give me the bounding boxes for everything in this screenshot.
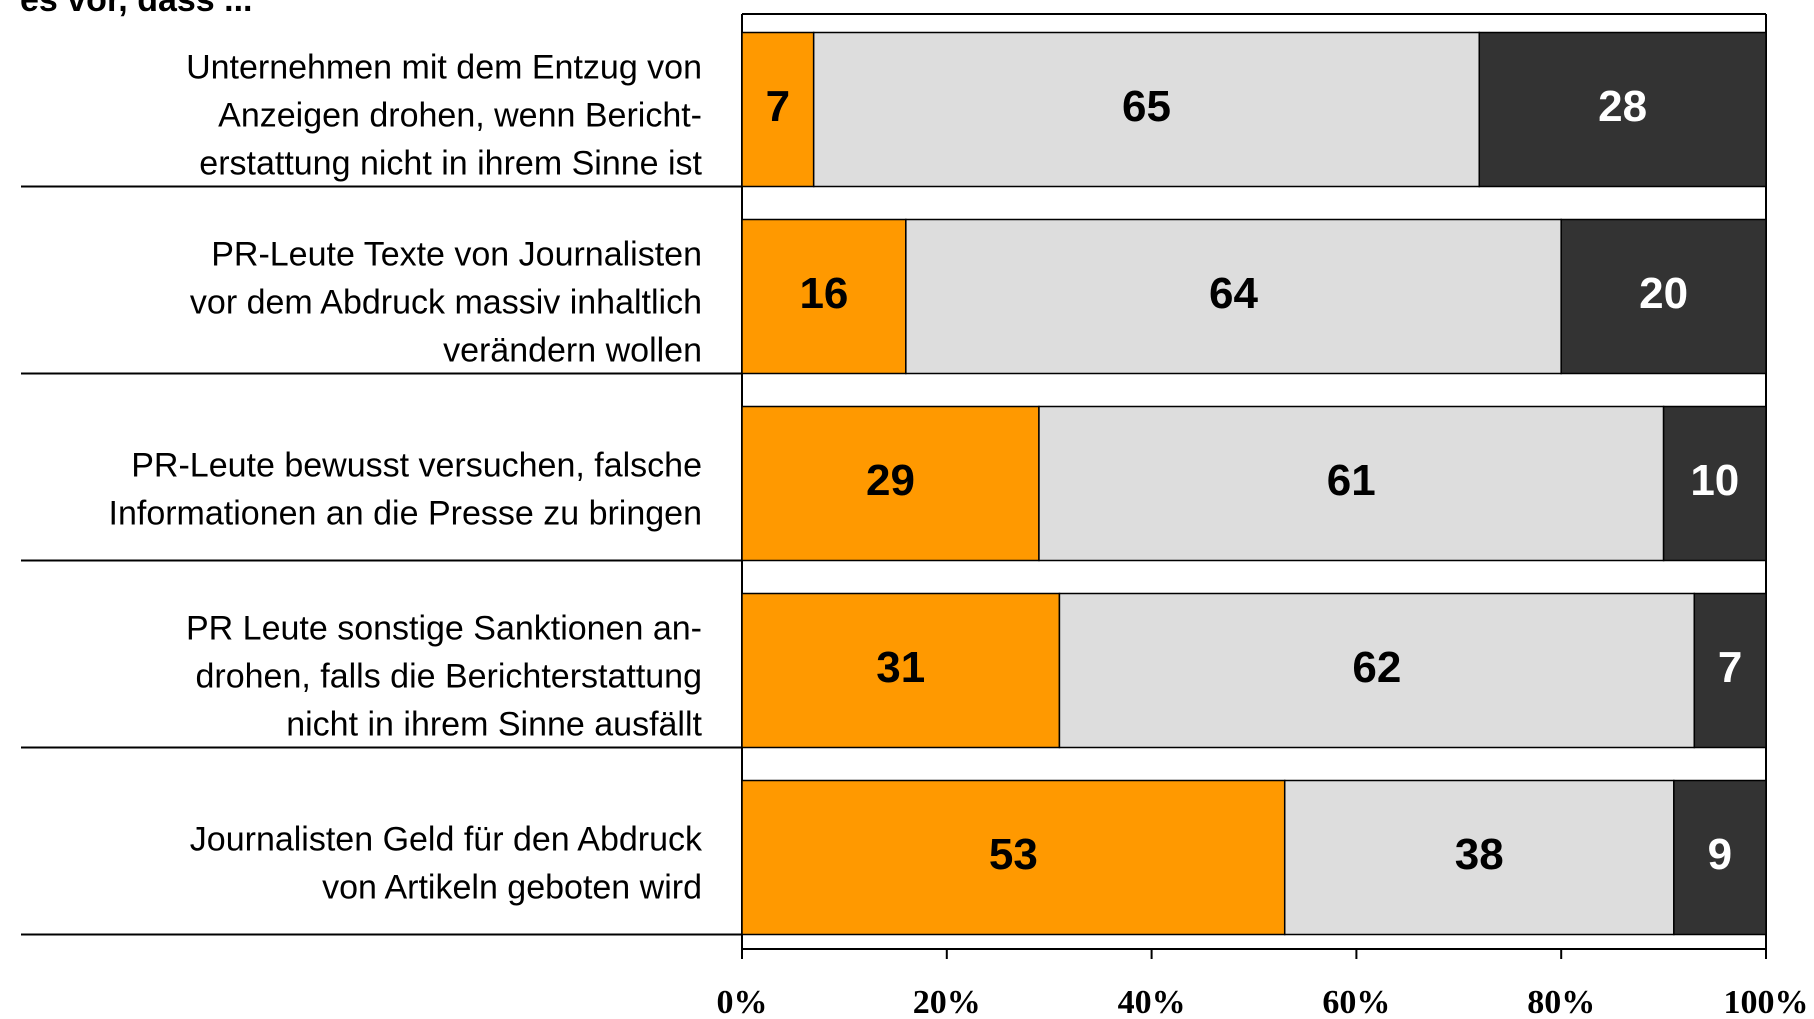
value-label: 9 xyxy=(1708,830,1732,879)
category-label-line: PR Leute sonstige Sanktionen an- xyxy=(186,609,702,647)
category-label: Journalisten Geld für den Abdruck von Art… xyxy=(190,820,703,906)
value-label: 65 xyxy=(1122,82,1171,131)
category-label-line: verändern wollen xyxy=(443,331,702,369)
bar-segment xyxy=(1283,779,1675,936)
value-label: 7 xyxy=(766,82,790,131)
category-label-line: Unternehmen mit dem Entzug von xyxy=(186,48,702,86)
bar-segment xyxy=(741,779,1286,936)
category-label-line: erstattung nicht in ihrem Sinne ist xyxy=(199,144,702,182)
bar-segment xyxy=(1693,592,1767,749)
x-tick-label: 0% xyxy=(717,984,768,1019)
category-label-line: Anzeigen drohen, wenn Bericht- xyxy=(218,96,702,134)
value-label: 28 xyxy=(1598,82,1647,131)
category-label-line: von Artikeln geboten wird xyxy=(322,868,702,906)
x-tick-label: 60% xyxy=(1322,984,1390,1019)
x-tick-label: 80% xyxy=(1527,984,1595,1019)
value-label: 20 xyxy=(1639,269,1688,318)
category-label-line: Journalisten Geld für den Abdruck xyxy=(190,820,703,858)
chart-title: es vor, dass ... xyxy=(20,0,252,19)
category-label: PR Leute sonstige Sanktionen an-drohen, … xyxy=(186,609,703,743)
bar-segment xyxy=(741,592,1061,749)
bar-segment xyxy=(1662,405,1767,562)
bar-segment xyxy=(741,218,907,375)
value-label: 31 xyxy=(876,643,925,692)
category-label-line: PR-Leute Texte von Journalisten xyxy=(211,235,702,273)
x-tick-label: 40% xyxy=(1118,984,1186,1019)
x-tick-label: 20% xyxy=(913,984,981,1019)
x-tick-label: 100% xyxy=(1724,984,1809,1019)
bar-segment xyxy=(1058,592,1696,749)
category-label: Unternehmen mit dem Entzug von Anzeigen d… xyxy=(186,48,702,182)
bar-segment xyxy=(1038,405,1665,562)
category-label: PR-Leute bewusst versuchen, falsche Infor… xyxy=(109,446,702,532)
category-label: PR-Leute Texte von Journalisten vor dem A… xyxy=(190,235,702,369)
value-label: 10 xyxy=(1690,456,1739,505)
value-label: 38 xyxy=(1455,830,1504,879)
bar-segment xyxy=(741,405,1040,562)
value-label: 29 xyxy=(866,456,915,505)
bar-segment xyxy=(1478,31,1767,188)
value-label: 7 xyxy=(1718,643,1742,692)
bar-segment xyxy=(905,218,1562,375)
category-label-line: vor dem Abdruck massiv inhaltlich xyxy=(190,283,702,321)
bar-segment xyxy=(1673,779,1767,936)
category-label-line: Informationen an die Presse zu bringen xyxy=(109,494,702,532)
value-label: 53 xyxy=(989,830,1038,879)
bar-segment xyxy=(1560,218,1767,375)
bar-segment xyxy=(812,31,1481,188)
value-label: 16 xyxy=(799,269,848,318)
category-label-line: PR-Leute bewusst versuchen, falsche xyxy=(131,446,702,484)
value-label: 64 xyxy=(1209,269,1258,318)
value-label: 61 xyxy=(1327,456,1376,505)
value-label: 62 xyxy=(1352,643,1401,692)
category-label-line: drohen, falls die Berichterstattung xyxy=(195,657,702,695)
category-label-line: nicht in ihrem Sinne ausfällt xyxy=(286,705,702,743)
